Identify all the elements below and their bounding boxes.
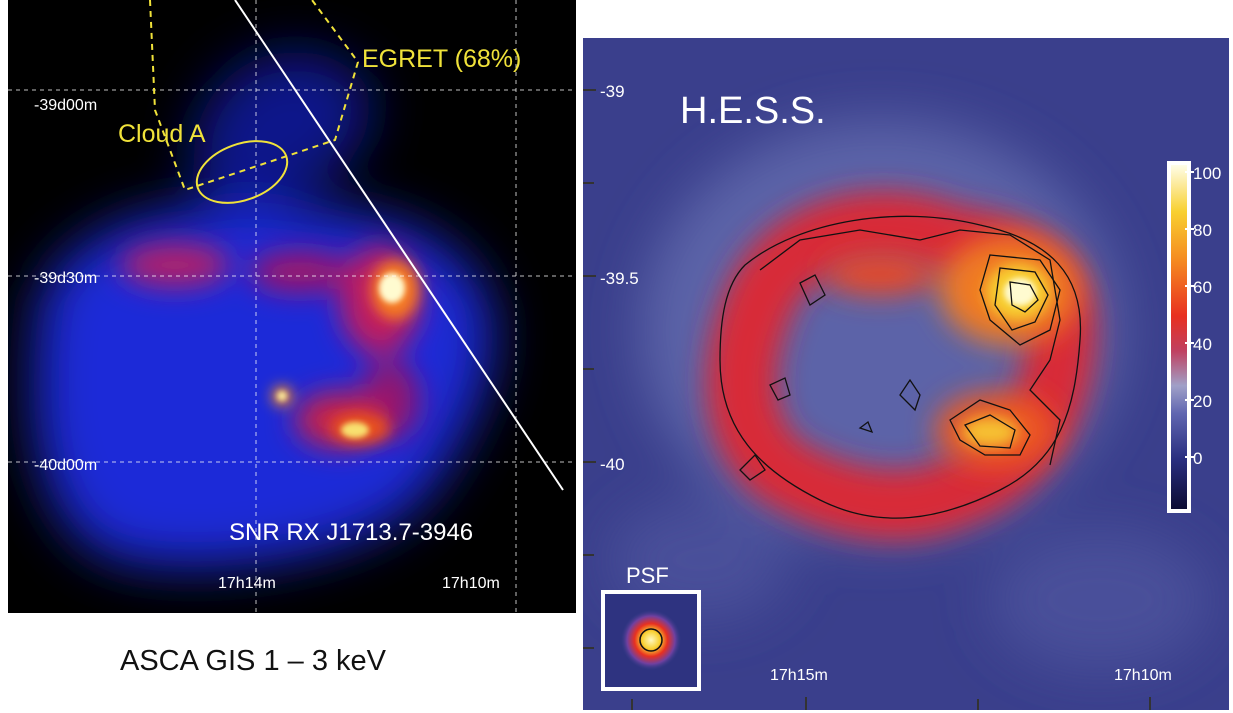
colorbar-tick-40: 40	[1193, 335, 1212, 354]
asca-dec-tick-3: -40d00m	[34, 457, 97, 474]
asca-ra-tick-2: 17h10m	[442, 575, 500, 592]
asca-grid	[8, 0, 576, 613]
hess-panel: -39 -39.5 -40 17h15m 17h10m H.E.S.S. 100…	[583, 38, 1229, 710]
asca-caption: ASCA GIS 1 – 3 keV	[120, 645, 386, 677]
asca-panel: EGRET (68%) Cloud A SNR RX J1713.7-3946 …	[8, 0, 576, 613]
psf-contour	[639, 628, 663, 652]
hess-contours	[719, 215, 1082, 519]
cloud-a-ellipse	[195, 140, 289, 204]
hess-ra-tick-2: 17h10m	[1114, 667, 1172, 684]
hess-dec-tick-3: -40	[600, 455, 625, 474]
colorbar-tick-80: 80	[1193, 221, 1212, 240]
egret-label: EGRET (68%)	[362, 45, 521, 73]
asca-emission	[33, 51, 493, 568]
hess-title: H.E.S.S.	[680, 90, 826, 132]
colorbar-scale	[1167, 161, 1191, 513]
asca-dec-tick-2: -39d30m	[34, 270, 97, 287]
asca-ra-tick-1: 17h14m	[218, 575, 276, 592]
colorbar: 100 80 60 40 20 0	[1167, 161, 1221, 513]
colorbar-tick-0: 0	[1193, 449, 1202, 468]
asca-dec-tick-1: -39d00m	[34, 97, 97, 114]
egret-contour	[149, 0, 360, 192]
colorbar-tick-20: 20	[1193, 392, 1212, 411]
psf-inset: PSF	[601, 563, 701, 691]
psf-label: PSF	[626, 563, 669, 588]
snr-label: SNR RX J1713.7-3946	[229, 519, 473, 546]
psf-spot	[621, 610, 681, 670]
hess-dec-tick-1: -39	[600, 82, 625, 101]
hess-axis-ticks	[583, 89, 1151, 710]
colorbar-tick-60: 60	[1193, 278, 1212, 297]
galactic-plane-line	[234, 0, 564, 491]
hess-ra-tick-1: 17h15m	[770, 667, 828, 684]
hess-emission	[610, 120, 1210, 670]
hess-dec-tick-2: -39.5	[600, 269, 639, 288]
colorbar-tick-100: 100	[1193, 164, 1221, 183]
cloud-a-label: Cloud A	[118, 120, 206, 148]
